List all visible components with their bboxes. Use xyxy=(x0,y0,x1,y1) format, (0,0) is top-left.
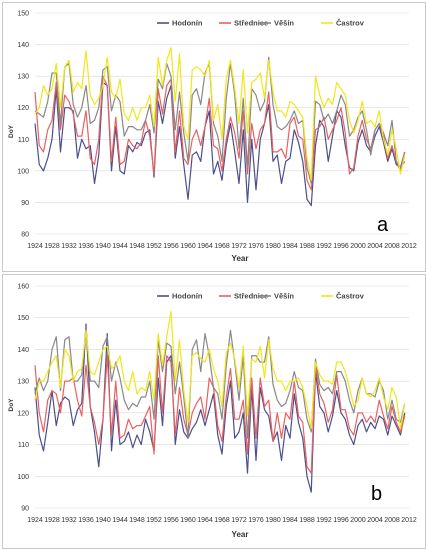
legend-label: Častrov xyxy=(336,292,365,301)
y-tick-label: 80 xyxy=(21,232,29,239)
x-tick-label: 1940 xyxy=(95,243,111,250)
series-line-hodonín xyxy=(34,323,406,493)
y-tick-label: 150 xyxy=(17,11,29,18)
x-tick-label: 1988 xyxy=(299,243,315,250)
x-tick-label: 2000 xyxy=(350,243,366,250)
x-tick-label: 1960 xyxy=(180,517,196,524)
series-line-věšín xyxy=(34,56,406,185)
x-tick-label: 1956 xyxy=(163,517,179,524)
x-tick-label: 2012 xyxy=(401,243,417,250)
x-tick-label: 2004 xyxy=(367,243,383,250)
y-tick-label: 110 xyxy=(18,442,29,449)
y-tick-label: 110 xyxy=(18,137,29,144)
legend-label: Hodonín xyxy=(172,292,203,301)
x-tick-label: 1980 xyxy=(265,517,281,524)
series-line-častrov xyxy=(34,310,406,430)
x-tick-label: 1952 xyxy=(146,243,162,250)
x-tick-label: 1960 xyxy=(180,243,196,250)
x-tick-label: 1992 xyxy=(316,517,332,524)
x-tick-label: 2004 xyxy=(367,517,383,524)
x-tick-label: 1968 xyxy=(214,517,230,524)
x-tick-label: 1948 xyxy=(129,517,145,524)
series-line-střednice xyxy=(34,75,406,191)
x-tick-label: 1952 xyxy=(146,517,162,524)
y-tick-label: 90 xyxy=(21,506,29,513)
y-axis-label: DoY xyxy=(8,124,15,138)
x-tick-label: 1944 xyxy=(112,243,128,250)
legend-label: Střednice xyxy=(234,292,268,301)
x-tick-label: 1964 xyxy=(197,517,213,524)
series-line-věšín xyxy=(34,326,406,439)
x-tick-label: 1924 xyxy=(27,243,43,250)
y-tick-label: 130 xyxy=(17,379,29,386)
y-tick-label: 160 xyxy=(17,284,29,291)
y-tick-label: 140 xyxy=(17,42,29,49)
x-tick-label: 1936 xyxy=(78,243,94,250)
x-tick-label: 1972 xyxy=(231,517,247,524)
x-tick-label: 1992 xyxy=(316,243,332,250)
x-tick-label: 1928 xyxy=(44,517,60,524)
y-tick-label: 100 xyxy=(17,474,29,481)
x-tick-label: 1964 xyxy=(197,243,213,250)
legend-label: Věšín xyxy=(274,19,294,28)
x-tick-label: 1988 xyxy=(299,517,315,524)
x-tick-label: 1996 xyxy=(333,517,349,524)
x-tick-label: 1936 xyxy=(78,517,94,524)
x-tick-label: 1996 xyxy=(333,243,349,250)
x-tick-label: 1984 xyxy=(282,243,298,250)
y-tick-label: 100 xyxy=(17,168,29,175)
x-tick-label: 1976 xyxy=(248,517,264,524)
x-tick-label: 1972 xyxy=(231,243,247,250)
x-tick-label: 1976 xyxy=(248,243,264,250)
legend-label: Hodonín xyxy=(172,19,203,28)
x-tick-label: 1968 xyxy=(214,243,230,250)
legend-label: Častrov xyxy=(336,19,365,28)
panel-label: a xyxy=(377,214,389,236)
y-tick-label: 140 xyxy=(17,347,29,354)
legend-label: Střednice xyxy=(234,19,268,28)
x-tick-label: 2008 xyxy=(384,243,400,250)
x-tick-label: 1932 xyxy=(61,243,77,250)
x-tick-label: 2008 xyxy=(384,517,400,524)
x-tick-label: 1984 xyxy=(282,517,298,524)
panel-label: b xyxy=(371,483,382,505)
x-tick-label: 2000 xyxy=(350,517,366,524)
x-tick-label: 1924 xyxy=(27,517,43,524)
x-tick-label: 1932 xyxy=(61,517,77,524)
y-tick-label: 150 xyxy=(17,315,29,322)
x-tick-label: 1956 xyxy=(163,243,179,250)
x-tick-label: 1944 xyxy=(112,517,128,524)
series-line-častrov xyxy=(34,47,406,181)
y-axis-label: DoY xyxy=(8,398,15,412)
chart-panel-b: 90 100 110 120 130 140 150 160 1924 1928 1932 1936 1… xyxy=(2,274,426,549)
series-line-hodonín xyxy=(34,81,406,207)
x-tick-label: 1928 xyxy=(44,243,60,250)
x-axis-label: Year xyxy=(232,254,249,263)
x-tick-label: 2012 xyxy=(401,517,417,524)
y-tick-label: 120 xyxy=(17,105,29,112)
x-axis-label: Year xyxy=(232,530,249,539)
chart-panel-a: 80 90 100 110 120 130 140 150 1924 1928 1932 1936 19… xyxy=(2,2,426,272)
series-line-střednice xyxy=(34,355,406,474)
legend-label: Věšín xyxy=(274,292,294,301)
y-tick-label: 90 xyxy=(21,200,29,207)
y-tick-label: 120 xyxy=(17,410,29,417)
x-tick-label: 1940 xyxy=(95,517,111,524)
x-tick-label: 1948 xyxy=(129,243,145,250)
y-tick-label: 130 xyxy=(17,74,29,81)
x-tick-label: 1980 xyxy=(265,243,281,250)
